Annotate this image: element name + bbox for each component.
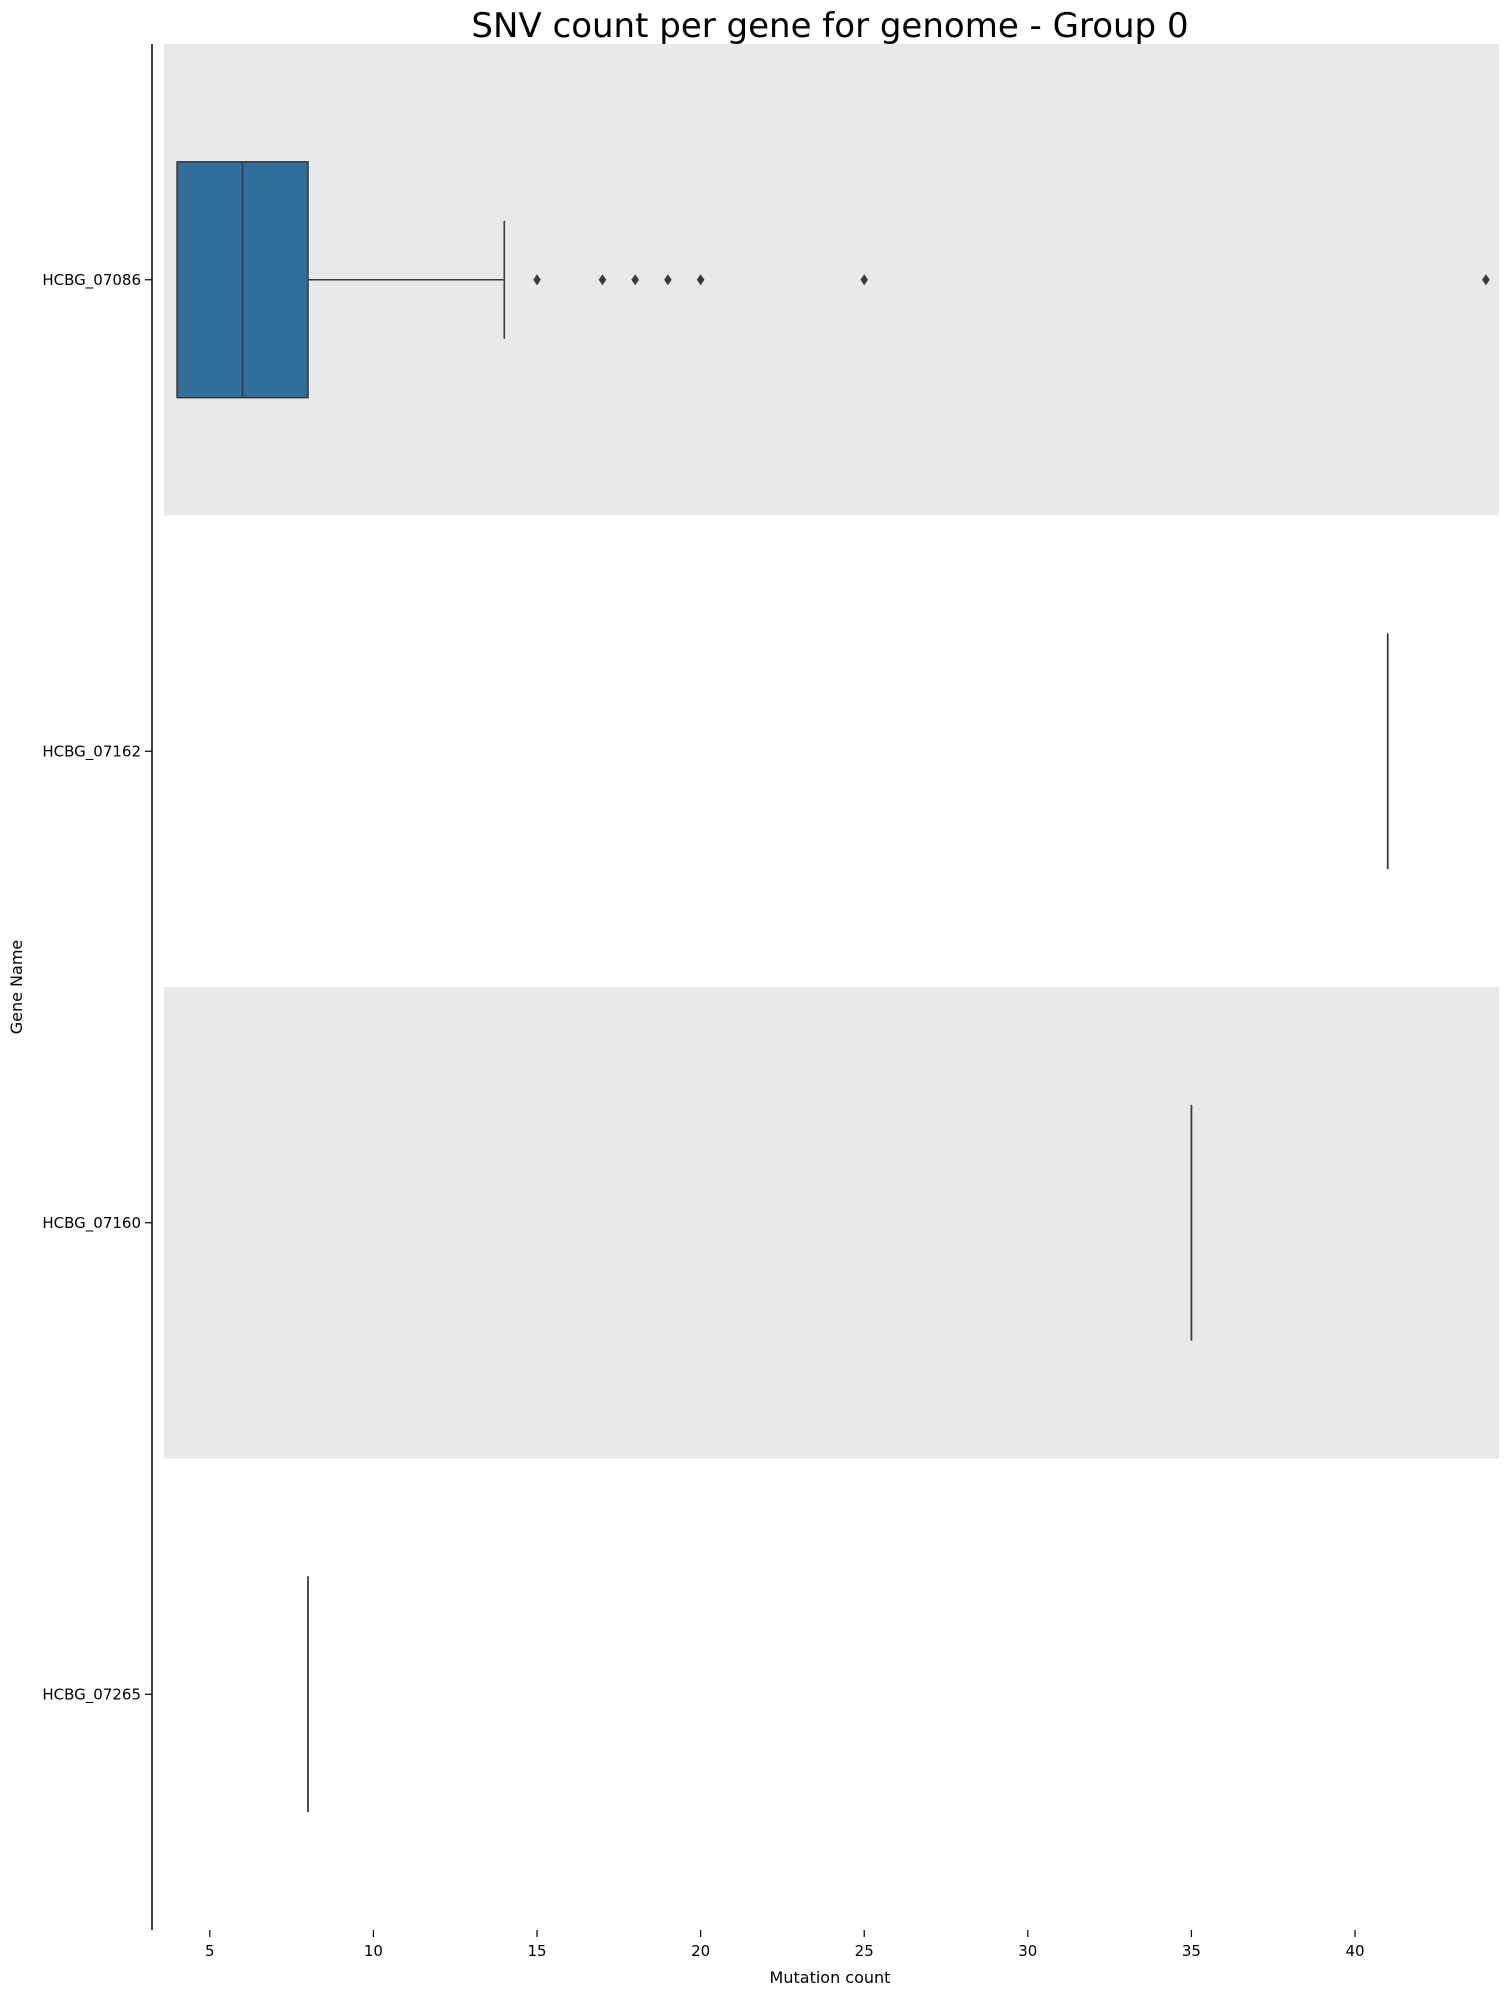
x-tick-label: 35 xyxy=(1182,1942,1201,1960)
x-tick-label: 5 xyxy=(205,1942,215,1960)
x-tick-label: 30 xyxy=(1018,1942,1037,1960)
y-axis-label: Gene Name xyxy=(7,940,26,1035)
x-tick-label: 40 xyxy=(1345,1942,1364,1960)
chart-title: SNV count per gene for genome - Group 0 xyxy=(471,6,1188,46)
x-tick-label: 20 xyxy=(691,1942,710,1960)
y-tick-label: HCBG_07086 xyxy=(42,271,141,290)
category-band xyxy=(164,987,1499,1459)
y-tick-label: HCBG_07162 xyxy=(42,742,141,761)
outlier-point xyxy=(664,274,672,286)
y-tick-label: HCBG_07265 xyxy=(42,1685,141,1704)
y-ticks: HCBG_07086 HCBG_07162 HCBG_07160 HCBG_07265 xyxy=(42,271,152,1704)
x-axis-label: Mutation count xyxy=(770,1968,891,1987)
outlier-point xyxy=(631,274,639,286)
outlier-point xyxy=(860,274,869,286)
x-tick-label: 15 xyxy=(527,1942,546,1960)
outlier-point xyxy=(598,274,607,286)
category-bands xyxy=(164,44,1499,1459)
y-tick-label: HCBG_07160 xyxy=(42,1214,141,1233)
outlier-point xyxy=(1482,274,1490,286)
box-group xyxy=(176,161,1490,1813)
x-tick-label: 25 xyxy=(855,1942,874,1960)
axes: 5 10 15 20 25 30 35 40 HCBG_07086HCBG_07162HCBG… xyxy=(42,44,1365,1960)
outlier-point xyxy=(533,274,541,286)
x-tick-label: 10 xyxy=(364,1942,383,1960)
outlier-point xyxy=(696,274,705,286)
x-ticks: 5 10 15 20 25 30 35 40 xyxy=(205,1930,1365,1960)
